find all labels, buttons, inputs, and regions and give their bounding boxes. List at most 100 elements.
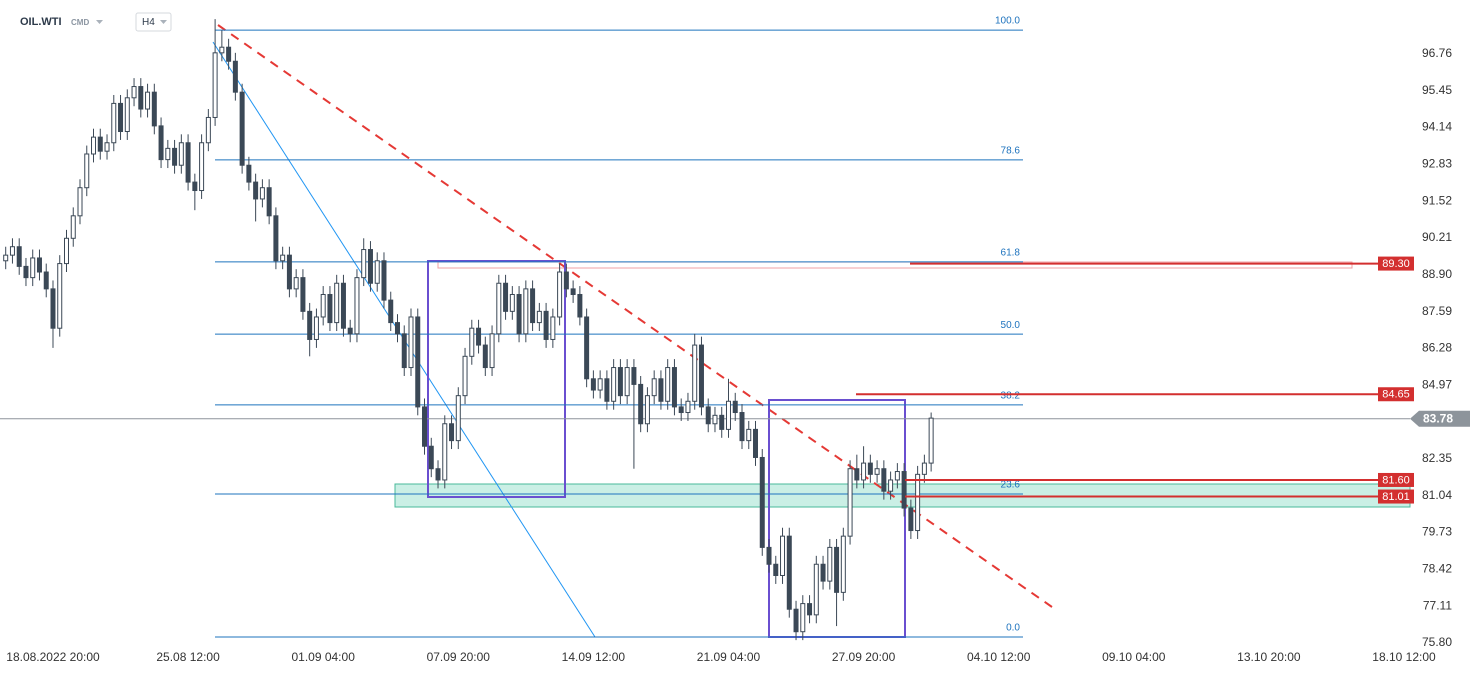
candle-body <box>496 282 502 335</box>
candle-body <box>57 263 63 329</box>
price-level-tag <box>1378 472 1414 487</box>
candle-body <box>381 260 387 301</box>
candle-body <box>705 406 711 425</box>
candle-body <box>192 181 198 192</box>
candle-body <box>834 546 840 593</box>
candle-body <box>793 608 799 633</box>
candle-body <box>840 535 846 593</box>
candle-body <box>536 310 542 324</box>
interval-dropdown[interactable] <box>160 20 167 24</box>
candle-body <box>280 254 286 262</box>
candle-body <box>23 265 29 279</box>
candle-body <box>617 367 623 397</box>
candle-body <box>415 316 421 408</box>
candle-body <box>165 147 171 161</box>
x-tick-label: 14.09 12:00 <box>562 650 626 664</box>
candle-body <box>543 310 549 340</box>
candle-body <box>449 423 455 442</box>
fib-level-label: 100.0 <box>995 16 1020 27</box>
candle-body <box>266 187 272 217</box>
fib-level-label: 78.6 <box>1001 146 1021 157</box>
fib-level-label: 0.0 <box>1006 623 1020 634</box>
interval-select[interactable] <box>135 12 172 32</box>
x-tick-label: 25.08 12:00 <box>156 650 220 664</box>
candle-body <box>91 136 97 155</box>
candle-body <box>503 282 509 312</box>
candle-body <box>590 378 596 391</box>
candle-body <box>509 293 515 312</box>
y-tick-label: 81.04 <box>1422 488 1452 502</box>
candle-body <box>172 147 178 166</box>
candle-body <box>219 46 225 54</box>
candle-body <box>523 288 529 335</box>
x-tick-label: 07.09 20:00 <box>427 650 491 664</box>
candle-body <box>563 271 569 290</box>
candle-body <box>178 142 184 166</box>
x-tick-label: 01.09 04:00 <box>291 650 355 664</box>
price-level-label: 89.30 <box>1382 258 1410 270</box>
x-tick-label: 18.10 12:00 <box>1372 650 1436 664</box>
candle-body <box>77 187 83 217</box>
candle-body <box>199 142 205 192</box>
candle-body <box>921 462 927 475</box>
candle-body <box>888 479 894 492</box>
candle-body <box>678 406 684 414</box>
candle-body <box>253 181 259 200</box>
candle-body <box>422 406 428 447</box>
candle-body <box>36 257 42 273</box>
x-tick-label: 04.10 12:00 <box>967 650 1031 664</box>
fib-level-label: 23.6 <box>1001 480 1021 491</box>
candle-body <box>685 400 691 414</box>
candle-body <box>881 468 887 492</box>
candle-body <box>530 288 536 324</box>
candle-body <box>570 288 576 295</box>
candle-body <box>124 97 130 133</box>
candle-body <box>374 260 380 284</box>
candle-body <box>111 102 117 144</box>
y-tick-label: 96.76 <box>1422 46 1452 60</box>
candle-body <box>30 257 36 279</box>
y-tick-label: 86.28 <box>1422 341 1452 355</box>
candle-body <box>719 414 725 430</box>
candle-body <box>550 316 556 340</box>
candle-body <box>584 316 590 380</box>
candle-body <box>3 254 9 262</box>
candle-body <box>651 378 657 397</box>
candle-body <box>273 215 279 262</box>
y-tick-label: 77.11 <box>1423 598 1452 612</box>
candle-body <box>131 86 137 99</box>
candle-body <box>9 246 15 256</box>
candle-body <box>16 246 22 267</box>
candle-body <box>367 249 373 284</box>
candle-body <box>70 215 76 239</box>
candle-body <box>239 91 245 166</box>
price-level-tag <box>1378 489 1414 504</box>
y-tick-label: 87.59 <box>1422 304 1452 318</box>
candle-body <box>145 91 151 110</box>
price-level-tag <box>1378 387 1414 402</box>
candle-body <box>300 277 306 312</box>
candle-body <box>671 367 677 408</box>
candle-body <box>151 91 157 127</box>
fib-level-label: 38.2 <box>1001 391 1021 402</box>
candle-body <box>205 116 211 144</box>
interval[interactable]: H4 <box>142 17 155 28</box>
y-tick-label: 84.97 <box>1422 377 1452 391</box>
candle-body <box>226 46 232 62</box>
candle-body <box>394 322 400 335</box>
plot: 96.76 95.45 94.14 92.83 91.52 90.21 88.90 87.59… <box>0 16 1470 664</box>
candle-body <box>354 277 360 335</box>
range-box <box>427 260 566 498</box>
candle-body <box>293 277 299 290</box>
candle-body <box>665 367 671 402</box>
candle-body <box>347 327 353 335</box>
candle-body <box>442 423 448 481</box>
candle-body <box>759 456 765 548</box>
candle-body <box>401 333 407 369</box>
candle-body <box>631 367 637 385</box>
symbol-dropdown[interactable] <box>96 20 103 24</box>
candle-body <box>739 412 745 442</box>
candle-body <box>428 445 434 470</box>
symbol[interactable]: OIL.WTI <box>20 16 62 28</box>
